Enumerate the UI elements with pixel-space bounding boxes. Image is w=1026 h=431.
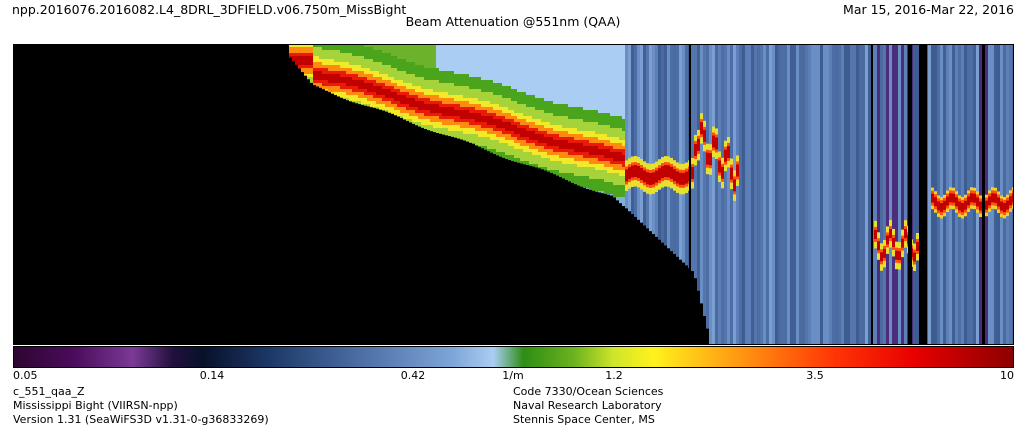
colorbar-tick: 0.05 [13,369,38,382]
version-info: Version 1.31 (SeaWiFS3D v1.31-0-g3683326… [13,413,269,426]
organization-name: Naval Research Laboratory [513,399,662,412]
colorbar-tick: 1.2 [605,369,623,382]
plot-title: Beam Attenuation @551nm (QAA) [405,14,621,29]
variable-name: c_551_qaa_Z [13,385,85,398]
product-name: npp.2016076.2016082.L4_8DRL_3DFIELD.v06.… [12,2,407,17]
colorbar-tick: 3.5 [806,369,824,382]
colorbar-tick: 0.42 [400,369,426,382]
organization-code: Code 7330/Ocean Sciences [513,385,664,398]
footer-left: c_551_qaa_Z Mississippi Bight (VIIRSN-np… [13,385,269,427]
organization-location: Stennis Space Center, MS [513,413,655,426]
colorbar-tick: 0.14 [199,369,225,382]
region-name: Mississippi Bight (VIIRSN-npp) [13,399,178,412]
footer-right: Code 7330/Ocean Sciences Naval Research … [513,385,663,427]
colorbar-gradient [13,346,1014,368]
section-image [13,44,1014,345]
colorbar-tick: 10 [1000,369,1014,382]
vertical-section-plot [13,44,1014,345]
colorbar [13,346,1014,368]
date-range: Mar 15, 2016-Mar 22, 2016 [843,2,1014,17]
colorbar-tick: 1/m [502,369,524,382]
